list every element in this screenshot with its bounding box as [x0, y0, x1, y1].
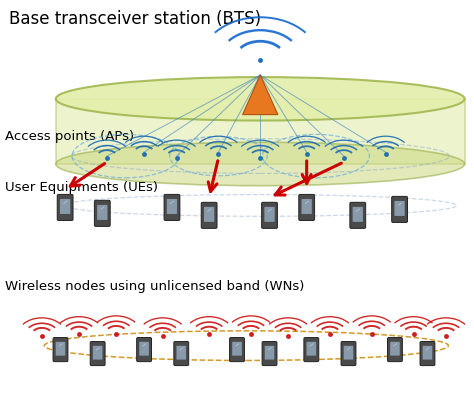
FancyBboxPatch shape [167, 199, 177, 214]
FancyBboxPatch shape [353, 207, 363, 222]
FancyBboxPatch shape [53, 338, 68, 361]
FancyBboxPatch shape [420, 341, 435, 366]
FancyBboxPatch shape [139, 342, 149, 355]
FancyBboxPatch shape [201, 202, 217, 229]
Ellipse shape [56, 142, 465, 186]
FancyBboxPatch shape [55, 342, 65, 355]
FancyBboxPatch shape [94, 200, 110, 226]
FancyBboxPatch shape [301, 199, 312, 214]
Text: Base transceiver station (BTS): Base transceiver station (BTS) [9, 10, 262, 28]
FancyBboxPatch shape [388, 338, 402, 361]
FancyBboxPatch shape [176, 346, 186, 359]
FancyBboxPatch shape [97, 205, 108, 220]
Ellipse shape [56, 77, 465, 120]
FancyBboxPatch shape [232, 342, 242, 355]
FancyBboxPatch shape [262, 202, 277, 229]
FancyBboxPatch shape [350, 202, 365, 229]
FancyBboxPatch shape [264, 207, 274, 222]
FancyBboxPatch shape [93, 346, 102, 359]
FancyBboxPatch shape [392, 196, 408, 222]
FancyBboxPatch shape [390, 342, 400, 355]
FancyBboxPatch shape [307, 342, 316, 355]
FancyBboxPatch shape [394, 201, 405, 216]
FancyBboxPatch shape [57, 194, 73, 220]
Text: Wireless nodes using unlicensed band (WNs): Wireless nodes using unlicensed band (WN… [5, 280, 304, 293]
Text: Access points (APs): Access points (APs) [5, 130, 134, 143]
FancyBboxPatch shape [344, 346, 353, 359]
FancyBboxPatch shape [264, 346, 274, 359]
FancyBboxPatch shape [137, 338, 152, 361]
FancyBboxPatch shape [341, 341, 356, 366]
FancyBboxPatch shape [229, 338, 245, 361]
FancyBboxPatch shape [299, 194, 315, 220]
FancyBboxPatch shape [60, 199, 70, 214]
FancyBboxPatch shape [423, 346, 432, 359]
FancyBboxPatch shape [304, 338, 319, 361]
FancyBboxPatch shape [164, 194, 180, 220]
FancyBboxPatch shape [204, 207, 214, 222]
FancyBboxPatch shape [174, 341, 189, 366]
FancyBboxPatch shape [262, 341, 277, 366]
Polygon shape [243, 75, 278, 114]
FancyBboxPatch shape [90, 341, 105, 366]
Bar [56, 99, 465, 164]
Text: User Equipments (UEs): User Equipments (UEs) [5, 181, 158, 194]
